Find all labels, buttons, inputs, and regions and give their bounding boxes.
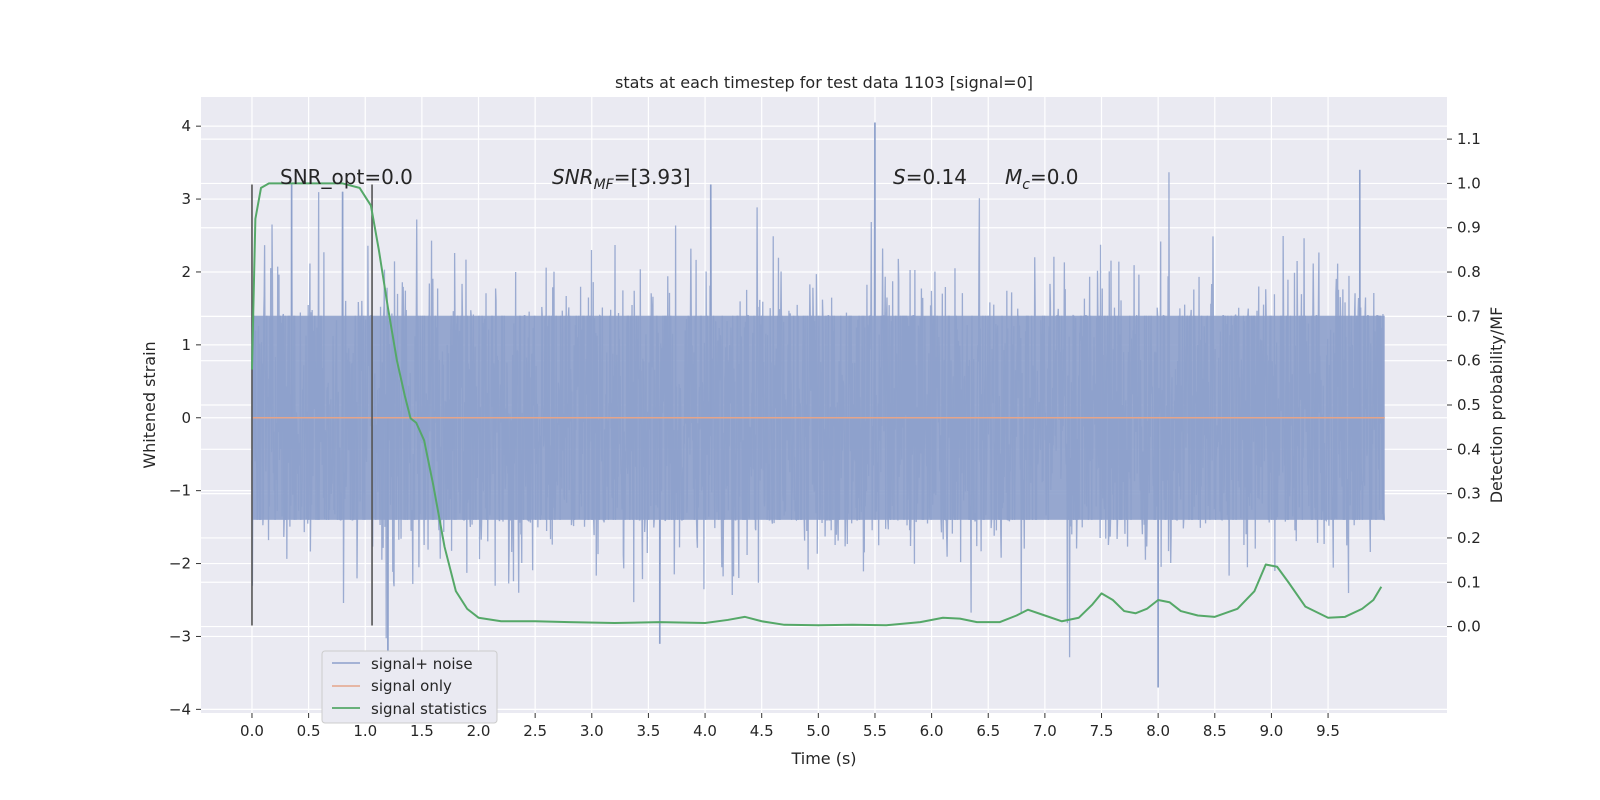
left-y-tick-label-3: 1: [181, 336, 191, 354]
legend-label-noise: signal+ noise: [371, 655, 473, 673]
x-tick-label-0: 0.0: [240, 722, 264, 740]
right-y-tick-label-0: 1.1: [1457, 130, 1481, 148]
legend-label-signal: signal only: [371, 677, 452, 695]
x-tick-label-10: 5.0: [806, 722, 830, 740]
right-y-tick-label-1: 1.0: [1457, 174, 1481, 192]
statistics-series: [250, 182, 1383, 627]
right-y-tick-label-7: 0.4: [1457, 440, 1481, 458]
left-y-tick-label-8: −4: [169, 700, 191, 718]
x-tick-label-15: 7.5: [1090, 722, 1114, 740]
x-tick-label-18: 9.0: [1259, 722, 1283, 740]
left-y-tick-label-6: −2: [169, 555, 191, 573]
left-y-tick-label-4: 0: [181, 409, 191, 427]
x-axis-label: Time (s): [790, 749, 856, 768]
right-y-tick-label-9: 0.2: [1457, 529, 1481, 547]
right-y-tick-label-6: 0.5: [1457, 396, 1481, 414]
x-tick-label-1: 0.5: [297, 722, 321, 740]
x-tick-label-2: 1.0: [353, 722, 377, 740]
legend: signal+ noise signal only signal statist…: [321, 650, 498, 724]
right-y-tick-label-10: 0.1: [1457, 573, 1481, 591]
annotation-s-stat: S=0.14: [893, 165, 967, 189]
x-tick-label-12: 6.0: [920, 722, 944, 740]
right-y-tick-label-2: 0.9: [1457, 219, 1481, 237]
legend-box: [321, 650, 498, 724]
left-y-tick-label-5: −1: [169, 482, 191, 500]
x-tick-label-13: 6.5: [976, 722, 1000, 740]
legend-label-statistics: signal statistics: [371, 700, 487, 718]
left-y-tick-label-7: −3: [169, 627, 191, 645]
x-tick-label-11: 5.5: [863, 722, 887, 740]
right-y-axis-label: Detection probability/MF: [1487, 307, 1506, 504]
x-tick-label-3: 1.5: [410, 722, 434, 740]
right-y-tick-label-11: 0.0: [1457, 618, 1481, 636]
statistics-line: [250, 182, 1383, 627]
x-tick-label-7: 3.5: [636, 722, 660, 740]
x-tick-label-19: 9.5: [1316, 722, 1340, 740]
x-tick-label-17: 8.5: [1203, 722, 1227, 740]
x-tick-label-8: 4.0: [693, 722, 717, 740]
x-tick-label-16: 8.0: [1146, 722, 1170, 740]
annotations: SNR_opt=0.0 SNRMF=[3.93] S=0.14 Mc=0.0: [280, 165, 1079, 193]
right-y-ticks: 1.1 1.0 0.9 0.8 0.7 0.6 0.5 0.4 0.3 0.2 0.1 0.0: [1447, 130, 1481, 636]
vertical-markers: [251, 184, 373, 626]
annotation-snr-mf: SNRMF=[3.93]: [552, 165, 691, 193]
x-tick-label-14: 7.0: [1033, 722, 1057, 740]
x-ticks: 0.0 0.5 1.0 1.5 2.0 2.5 3.0 3.5 4.0 4.5 5.0 5.5 6.0 6…: [240, 713, 1340, 740]
left-y-tick-label-1: 3: [181, 190, 191, 208]
right-y-tick-label-5: 0.6: [1457, 352, 1481, 370]
left-y-tick-label-2: 2: [181, 263, 191, 281]
x-tick-label-9: 4.5: [750, 722, 774, 740]
x-tick-label-5: 2.5: [523, 722, 547, 740]
x-tick-label-4: 2.0: [467, 722, 491, 740]
right-y-tick-label-8: 0.3: [1457, 485, 1481, 503]
annotation-mc: Mc=0.0: [1005, 165, 1079, 193]
left-y-tick-label-0: 4: [181, 117, 191, 135]
chart-title: stats at each timestep for test data 110…: [615, 73, 1033, 92]
right-y-tick-label-3: 0.8: [1457, 263, 1481, 281]
x-tick-label-6: 3.0: [580, 722, 604, 740]
annotation-snr-opt: SNR_opt=0.0: [280, 165, 413, 189]
right-y-tick-label-4: 0.7: [1457, 307, 1481, 325]
left-y-axis-label: Whitened strain: [140, 341, 159, 468]
left-y-ticks: 4 3 2 1 0 −1 −2 −3 −4: [169, 117, 201, 718]
